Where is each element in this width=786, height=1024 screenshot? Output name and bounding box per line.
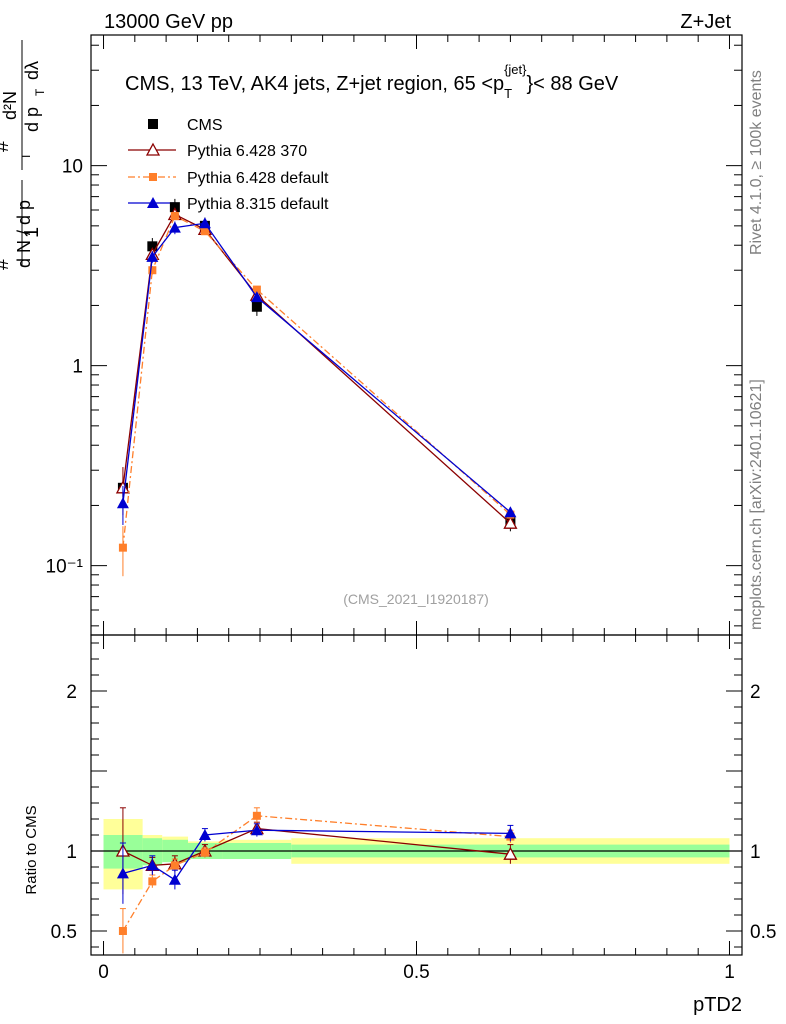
- main-point-py8_default-5: [504, 506, 517, 518]
- main-line-py6_370: [122, 213, 511, 524]
- main-point-py6_default-0: [118, 543, 127, 552]
- svg-text:T: T: [33, 88, 47, 96]
- ratio-point-py6_370-5: [503, 846, 518, 860]
- legend-marker-py8-default: [147, 197, 159, 208]
- title-pre: CMS, 13 TeV, AK4 jets, Z+jet region, 65 …: [125, 73, 504, 95]
- title-sup: {jet}: [504, 62, 527, 77]
- main-point-py8_default-3: [198, 217, 211, 229]
- header-left: 13000 GeV pp: [104, 11, 233, 33]
- ratio-line-py6_default: [122, 815, 511, 932]
- ratio-point-py6_default-1: [148, 877, 157, 886]
- ratio-point-py6_default-2: [170, 861, 179, 870]
- x-tick-label-1: 0.5: [403, 962, 429, 983]
- ratio-point-py6_default-0: [118, 927, 127, 935]
- svg-text:1: 1: [21, 227, 43, 238]
- svg-text:T: T: [19, 152, 33, 160]
- title-post: }< 88 GeV: [527, 73, 619, 95]
- ratio-point-py8_default-0: [116, 867, 129, 879]
- main-point-py6_default-3: [200, 227, 209, 236]
- main-ytick-label-2: 10: [62, 157, 83, 178]
- ratio-ytick-label-left-2: 2: [66, 682, 77, 703]
- ratio-data-bands: [91, 819, 742, 890]
- ratio-y-axis-label: Ratio to CMS: [23, 805, 40, 894]
- title-sub: T: [504, 86, 512, 101]
- svg-text:d p: d p: [22, 107, 42, 132]
- main-point-py8_default-4: [250, 291, 263, 303]
- legend-entry-cms: CMS: [148, 117, 223, 134]
- legend-label-py6-default: Pythia 6.428 default: [187, 170, 329, 187]
- main-point-py8_default-1: [146, 250, 159, 262]
- ratio-point-py8_default-5: [504, 827, 517, 839]
- x-axis-label: pTD2: [693, 994, 742, 1016]
- legend: CMS Pythia 6.428 370 Pythia 6.428 defaul…: [128, 117, 329, 213]
- ratio-ytick-label-right-2: 2: [750, 682, 761, 703]
- x-tick-label-0: 0: [98, 962, 109, 983]
- main-line-py6_default: [122, 215, 511, 548]
- main-point-py6_default-2: [170, 212, 179, 221]
- svg-text:#: #: [0, 140, 13, 152]
- legend-entry-py6-370: Pythia 6.428 370: [128, 142, 307, 160]
- legend-label-py8-default: Pythia 8.315 default: [187, 196, 329, 213]
- legend-marker-py6-default: [149, 173, 157, 181]
- main-ytick-label-1: 1: [72, 357, 83, 378]
- ratio-series-layer: [115, 807, 518, 954]
- svg-text:d²N: d²N: [0, 91, 20, 120]
- ratio-point-py8_default-4: [250, 824, 263, 836]
- legend-marker-py6-370: [145, 142, 161, 156]
- main-ytick-label-0: 10⁻¹: [46, 557, 84, 578]
- ratio-point-py6_default-4: [252, 811, 261, 820]
- svg-text:d N / d p: d N / d p: [14, 200, 34, 268]
- main-point-cms-1: [147, 241, 158, 252]
- ratio-point-py8_default-1: [146, 859, 159, 871]
- ratio-ytick-label-left-1: 1: [66, 842, 77, 863]
- ratio-point-py8_default-3: [198, 829, 211, 840]
- ratio-point-py6_default-3: [200, 848, 209, 857]
- ratio-ytick-label-left-0: 0.5: [51, 922, 77, 943]
- legend-label-py6-370: Pythia 6.428 370: [187, 143, 307, 160]
- main-point-py6_370-5: [503, 515, 518, 529]
- ratio-line-py8_default: [122, 829, 511, 881]
- legend-entry-py8-default: Pythia 8.315 default: [128, 196, 329, 213]
- legend-label-cms: CMS: [187, 117, 223, 134]
- svg-text:dλ: dλ: [22, 61, 42, 80]
- legend-entry-py6-default: Pythia 6.428 default: [128, 170, 329, 187]
- ratio-point-py8_default-2: [168, 873, 181, 885]
- main-point-py8_default-2: [168, 221, 181, 233]
- band-inner-1: [142, 838, 163, 866]
- x-tick-label-2: 1: [724, 962, 735, 983]
- main-series-layer: [115, 198, 518, 577]
- header-right: Z+Jet: [680, 11, 731, 33]
- ratio-frame: [90, 634, 743, 956]
- ratio-ytick-label-right-0: 0.5: [750, 922, 776, 943]
- svg-text:#: #: [0, 258, 13, 270]
- main-y-axis-label: # 1 d N / d p T # d²N d p T dλ: [0, 40, 47, 270]
- source-label: mcplots.cern.ch [arXiv:2401.10621]: [748, 379, 765, 630]
- analysis-id: (CMS_2021_I1920187): [343, 591, 489, 607]
- axes-layer: 0 0.5 1 10⁻¹ 1 10 0.5 0.5 1 1 2 2: [46, 34, 776, 983]
- legend-marker-cms: [148, 119, 158, 129]
- main-point-cms-4: [251, 301, 262, 312]
- ratio-ytick-label-right-1: 1: [750, 842, 761, 863]
- main-point-py6_default-1: [148, 266, 157, 275]
- main-line-py8_default: [122, 222, 511, 513]
- main-point-py6_default-4: [252, 285, 261, 294]
- rivet-label: Rivet 4.1.0, ≥ 100k events: [748, 70, 765, 255]
- chart-title: CMS, 13 TeV, AK4 jets, Z+jet region, 65 …: [125, 62, 619, 101]
- main-point-py8_default-0: [116, 497, 129, 509]
